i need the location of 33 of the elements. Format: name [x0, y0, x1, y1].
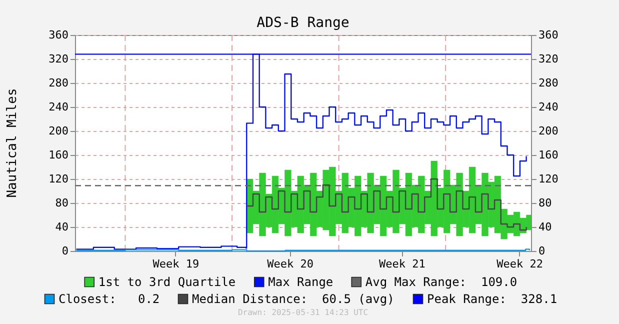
y2-tick-label: 240 [538, 100, 558, 114]
y-tick-label: 80 [55, 196, 68, 210]
legend-label: Max Range [268, 275, 334, 289]
y-tick-label: 280 [48, 76, 68, 90]
y2-tick-label: 40 [538, 220, 552, 234]
y-tick-label: 160 [48, 148, 68, 162]
y-tick-label: 360 [48, 28, 68, 42]
x-tick-label: Week 20 [267, 258, 314, 270]
y-tick-label: 320 [48, 52, 68, 66]
y2-tick-label: 360 [538, 28, 558, 42]
legend-label: Median Distance: 60.5 (avg) [192, 292, 394, 306]
y-tick-label: 120 [48, 172, 68, 186]
y2-tick-label: 160 [538, 148, 558, 162]
legend-label: Avg Max Range: 109.0 [365, 275, 518, 289]
y-axis-title: Nautical Miles [5, 88, 20, 198]
y2-tick-label: 200 [538, 124, 558, 138]
legend-label: Closest: 0.2 [58, 292, 160, 306]
y-tick-label: 240 [48, 100, 68, 114]
y2-tick-label: 320 [538, 52, 558, 66]
x-tick-label: Week 22 [496, 258, 543, 270]
x-tick-label: Week 19 [152, 258, 200, 270]
y2-tick-label: 0 [538, 244, 546, 258]
legend-label: Peak Range: 328.1 [427, 292, 558, 306]
legend-label: 1st to 3rd Quartile [98, 275, 236, 289]
y2-tick-label: 280 [538, 76, 558, 90]
y-tick-label: 40 [55, 220, 68, 234]
y2-tick-label: 80 [538, 196, 552, 210]
chart-title: ADS-B Range [256, 15, 350, 31]
text: Drawn: 2025-05-31 14:23 UTC [238, 308, 368, 317]
y2-tick-label: 120 [538, 172, 558, 186]
x-tick-label: Week 21 [379, 258, 426, 270]
y-tick-label: 200 [48, 124, 68, 138]
y-tick-label: 0 [62, 244, 68, 258]
